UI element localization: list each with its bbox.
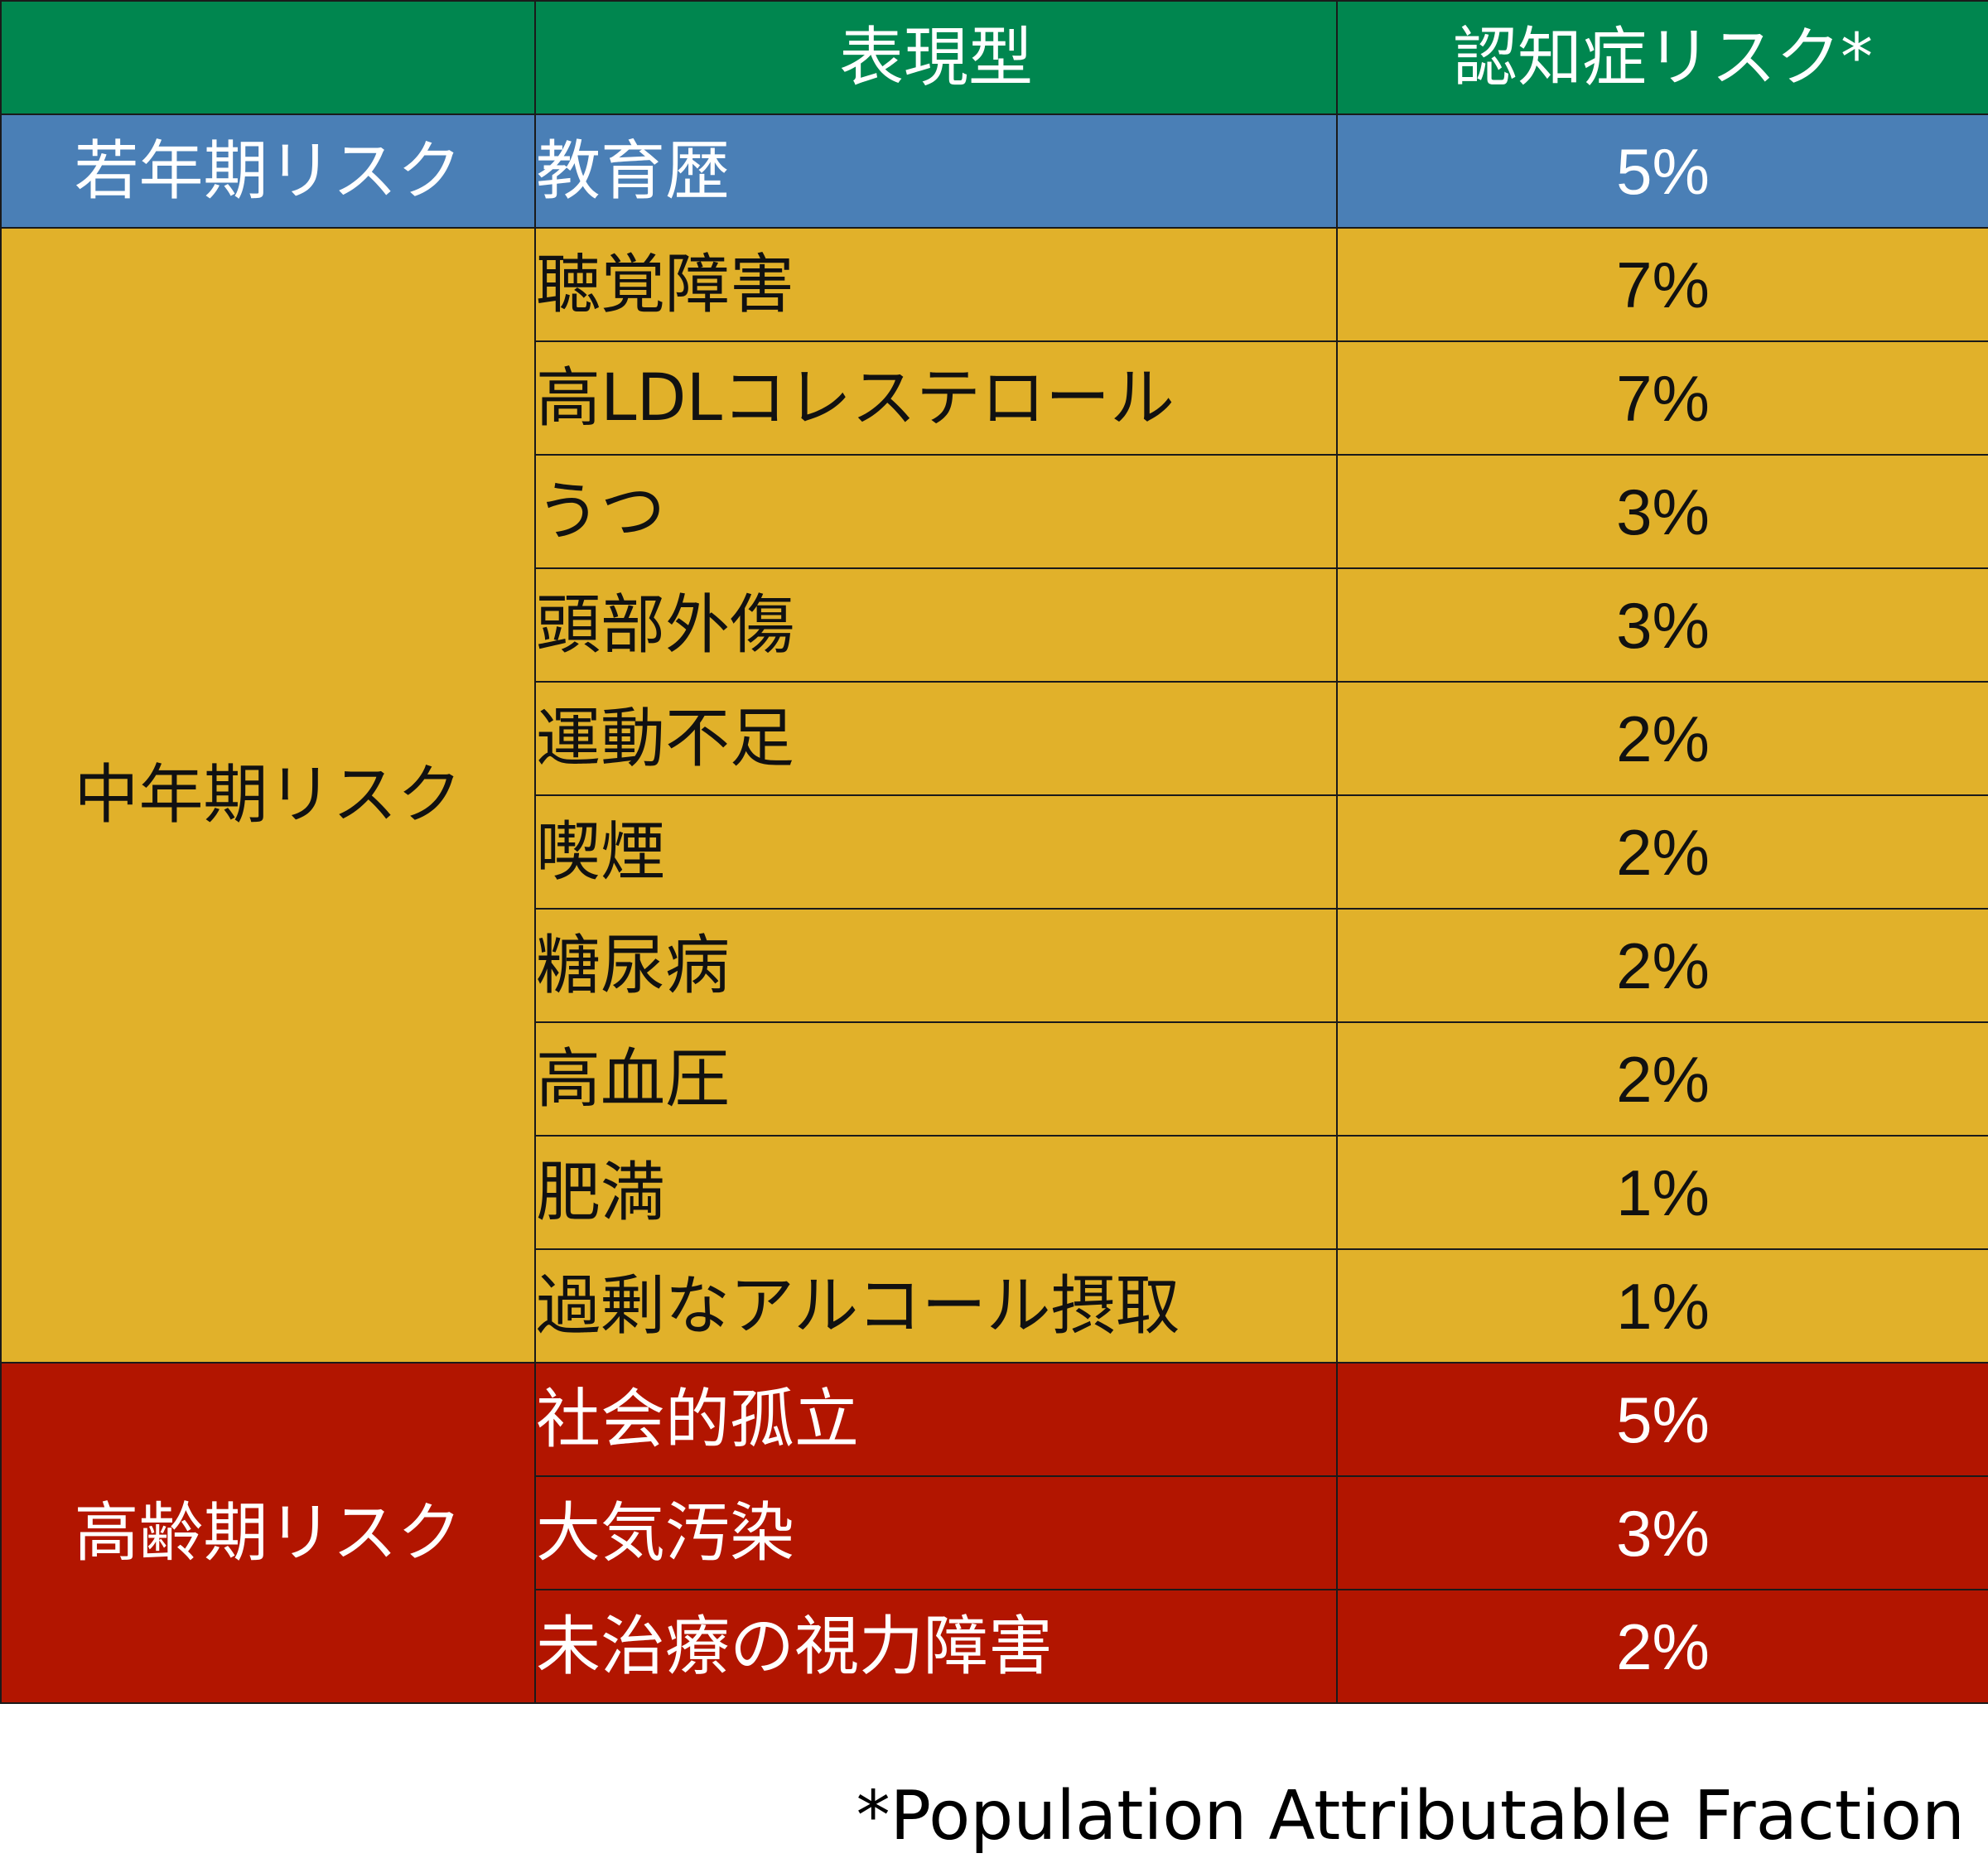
phenotype-cell: 大気汚染 — [534, 1475, 1338, 1590]
table-row: 糖尿病 2% — [1, 908, 1988, 1023]
phenotype-cell: 喫煙 — [534, 794, 1338, 910]
phenotype-cell: うつ — [534, 454, 1338, 569]
risk-cell: 5% — [1336, 1362, 1988, 1477]
risk-cell: 7% — [1336, 227, 1988, 342]
footnote: *Population Attributable Fraction — [856, 1777, 1965, 1856]
table-row: 若年期リスク 教育歴 5% — [0, 113, 1988, 229]
table-row: 肥満 1% — [1, 1135, 1988, 1250]
risk-factor-table: 表現型 認知症リスク* 若年期リスク 教育歴 5% 中年期リスク 聴覚障害 7%… — [0, 0, 1988, 1704]
phenotype-cell: 社会的孤立 — [534, 1362, 1338, 1477]
risk-cell: 1% — [1336, 1248, 1988, 1363]
risk-cell: 2% — [1336, 794, 1988, 910]
table-row: 運動不足 2% — [1, 681, 1988, 796]
phenotype-cell: 過剰なアルコール摂取 — [534, 1248, 1338, 1363]
header-risk: 認知症リスク* — [1336, 0, 1988, 115]
risk-cell: 3% — [1336, 1475, 1988, 1590]
phenotype-cell: 運動不足 — [534, 681, 1338, 796]
table-row: 頭部外傷 3% — [1, 567, 1988, 683]
risk-cell: 5% — [1336, 113, 1988, 229]
risk-cell: 7% — [1336, 340, 1988, 456]
risk-cell: 2% — [1336, 908, 1988, 1023]
risk-cell: 3% — [1336, 454, 1988, 569]
header-phenotype: 表現型 — [534, 0, 1338, 115]
table-row: 未治療の視力障害 2% — [1, 1589, 1988, 1704]
risk-cell: 1% — [1336, 1135, 1988, 1250]
risk-cell: 2% — [1336, 1021, 1988, 1137]
phenotype-cell: 糖尿病 — [534, 908, 1338, 1023]
table-row: 過剰なアルコール摂取 1% — [1, 1248, 1988, 1363]
phenotype-cell: 聴覚障害 — [534, 227, 1338, 342]
table-row: 喫煙 2% — [1, 794, 1988, 910]
table-row: 高齢期リスク 社会的孤立 5% — [0, 1362, 1988, 1704]
stage-cell-young: 若年期リスク — [0, 113, 536, 229]
risk-cell: 3% — [1336, 567, 1988, 683]
phenotype-cell: 高血圧 — [534, 1021, 1338, 1137]
phenotype-cell: 肥満 — [534, 1135, 1338, 1250]
phenotype-cell: 教育歴 — [534, 113, 1338, 229]
header-stage — [0, 0, 536, 115]
table-row: うつ 3% — [1, 454, 1988, 569]
header-row: 表現型 認知症リスク* — [0, 0, 1988, 115]
risk-cell: 2% — [1336, 681, 1988, 796]
stage-cell-mid: 中年期リスク — [0, 227, 536, 1363]
stage-cell-late: 高齢期リスク — [0, 1362, 536, 1704]
phenotype-cell: 高LDLコレステロール — [534, 340, 1338, 456]
phenotype-cell: 頭部外傷 — [534, 567, 1338, 683]
phenotype-cell: 未治療の視力障害 — [534, 1589, 1338, 1704]
table-row: 高LDLコレステロール 7% — [1, 340, 1988, 456]
table-row: 大気汚染 3% — [1, 1475, 1988, 1590]
risk-cell: 2% — [1336, 1589, 1988, 1704]
table-row: 中年期リスク 聴覚障害 7% — [0, 227, 1988, 1363]
